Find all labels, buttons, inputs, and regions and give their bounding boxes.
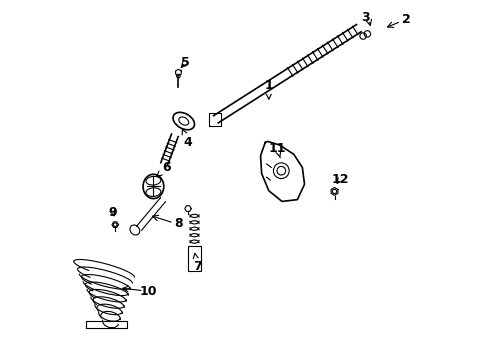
Text: 9: 9 — [108, 206, 117, 219]
Text: 10: 10 — [140, 285, 157, 298]
Text: 8: 8 — [174, 217, 183, 230]
Text: 1: 1 — [264, 79, 273, 99]
Text: 5: 5 — [181, 56, 189, 69]
Text: 12: 12 — [331, 173, 348, 186]
Text: 6: 6 — [157, 161, 171, 176]
Text: 7: 7 — [193, 253, 202, 273]
Text: 11: 11 — [268, 142, 285, 158]
Bar — [188, 246, 201, 271]
Text: 3: 3 — [360, 10, 369, 24]
Text: 2: 2 — [401, 13, 410, 26]
Text: 4: 4 — [182, 129, 192, 149]
